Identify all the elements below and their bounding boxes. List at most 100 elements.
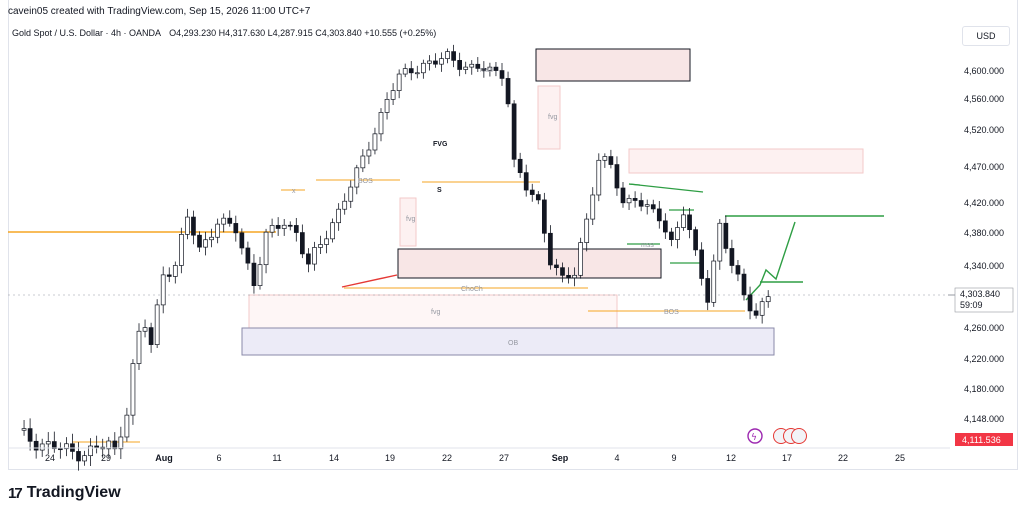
candle-body [45, 441, 51, 445]
candle-body [136, 330, 142, 364]
candle-body [560, 267, 565, 276]
price-chart[interactable]: BOS x S FVG fvg fvg fvg mss mss ChoCh BOS OB 4,148.… [0, 0, 1024, 480]
x-tick-label: 9 [671, 453, 676, 463]
candle-body [142, 327, 148, 332]
x-tick-label: 11 [272, 453, 281, 463]
candle-body [293, 225, 299, 233]
candle-body [148, 327, 154, 345]
candle-body [396, 73, 402, 91]
candle-body [154, 304, 160, 345]
x-tick-label: Sep [552, 453, 569, 463]
candle-body [487, 66, 493, 71]
candle-body [421, 62, 426, 74]
annotation-label: ChoCh [461, 286, 483, 293]
x-tick-label: 12 [726, 453, 736, 463]
x-tick-label: 27 [499, 453, 509, 463]
candle-body [275, 225, 281, 229]
candle-body [717, 222, 723, 262]
candle-body [94, 445, 100, 448]
projection-path [745, 221, 796, 301]
symbol-title[interactable]: Gold Spot / U.S. Dollar · 4h · OANDA O4,… [12, 28, 436, 38]
tradingview-logo[interactable]: 17 TradingView [8, 484, 121, 502]
candle-body [596, 159, 602, 196]
candle-body [499, 70, 505, 79]
candle-body [578, 242, 584, 276]
candle-body [33, 440, 39, 451]
credit-text: cavein05 created with TradingView.com, S… [8, 6, 311, 17]
annotation-label: S [437, 187, 442, 194]
candle-body [354, 167, 360, 188]
candle-body [227, 217, 233, 224]
candle-body [408, 68, 414, 74]
red-trendline [341, 274, 398, 288]
candle-body [239, 232, 245, 249]
annotation-label: BOS [664, 309, 679, 316]
candle-body [705, 278, 711, 303]
annotation-label: x [292, 188, 296, 195]
candle-body [330, 222, 335, 240]
lightning-glyph: ϟ [751, 433, 757, 443]
candle-body [711, 260, 717, 303]
fvg-zone-mid [537, 85, 561, 150]
candle-body [21, 428, 27, 431]
countdown-label: 59:09 [960, 300, 983, 310]
x-tick-label: 19 [385, 453, 395, 463]
red-price-badge [955, 433, 1013, 446]
tv-logo-icon: 17 [8, 484, 23, 502]
candle-body [602, 156, 608, 161]
candle-body [336, 208, 341, 224]
x-tick-label: 6 [216, 453, 221, 463]
candle-body [215, 223, 220, 238]
candle-body [469, 63, 475, 68]
candle-body [64, 443, 69, 450]
us-flag-icon[interactable] [791, 428, 807, 444]
candle-body [529, 189, 535, 195]
x-tick-label: 22 [442, 453, 452, 463]
candle-body [263, 231, 269, 266]
candle-body [505, 78, 511, 105]
candle-body [699, 249, 705, 279]
x-tick-label: 17 [782, 453, 792, 463]
candle-body [179, 234, 184, 266]
chart-frame [8, 0, 1018, 470]
candle-body [366, 149, 372, 157]
candle-body [427, 60, 432, 64]
green-trendline-top [628, 183, 704, 193]
x-tick-label: 29 [101, 453, 111, 463]
candle-body [535, 194, 541, 201]
candle-body [493, 66, 499, 71]
candle-body [191, 216, 196, 236]
candle-body [572, 274, 577, 279]
candle-body [741, 273, 747, 296]
x-tick-label: 24 [45, 453, 55, 463]
candle-body [124, 414, 130, 438]
candle-body [523, 172, 529, 191]
candle-body [747, 294, 753, 312]
candle-body [475, 63, 481, 69]
candle-body [390, 90, 396, 100]
currency-button[interactable]: USD [962, 26, 1010, 46]
y-axis: 4,148.0004,180.0004,220.0004,260.0004,30… [964, 66, 1004, 424]
candle-body [287, 224, 293, 227]
red-price-label: 4,111.536 [962, 435, 1001, 445]
supply-zone-top [535, 48, 691, 82]
candle-body [445, 51, 450, 59]
candle-body [753, 310, 759, 316]
lightning-event-icon[interactable] [747, 428, 763, 444]
candle-body [27, 428, 33, 442]
ob-zone [241, 327, 775, 356]
event-icons[interactable]: ϟ [747, 428, 807, 444]
candle-body [723, 222, 729, 249]
candle-body [644, 204, 650, 207]
candle-body [656, 208, 662, 222]
candle-body [614, 164, 620, 189]
annotation-label: OB [508, 340, 518, 347]
candle-body [88, 445, 93, 457]
candle-body [312, 247, 317, 265]
y-tick-label: 4,180.000 [964, 384, 1004, 394]
candle-body [632, 198, 638, 201]
y-tick-label: 4,600.000 [964, 66, 1004, 76]
candle-body [687, 214, 692, 231]
current-price-label: 4,303.840 [960, 289, 1000, 299]
brand-name: TradingView [26, 484, 121, 501]
